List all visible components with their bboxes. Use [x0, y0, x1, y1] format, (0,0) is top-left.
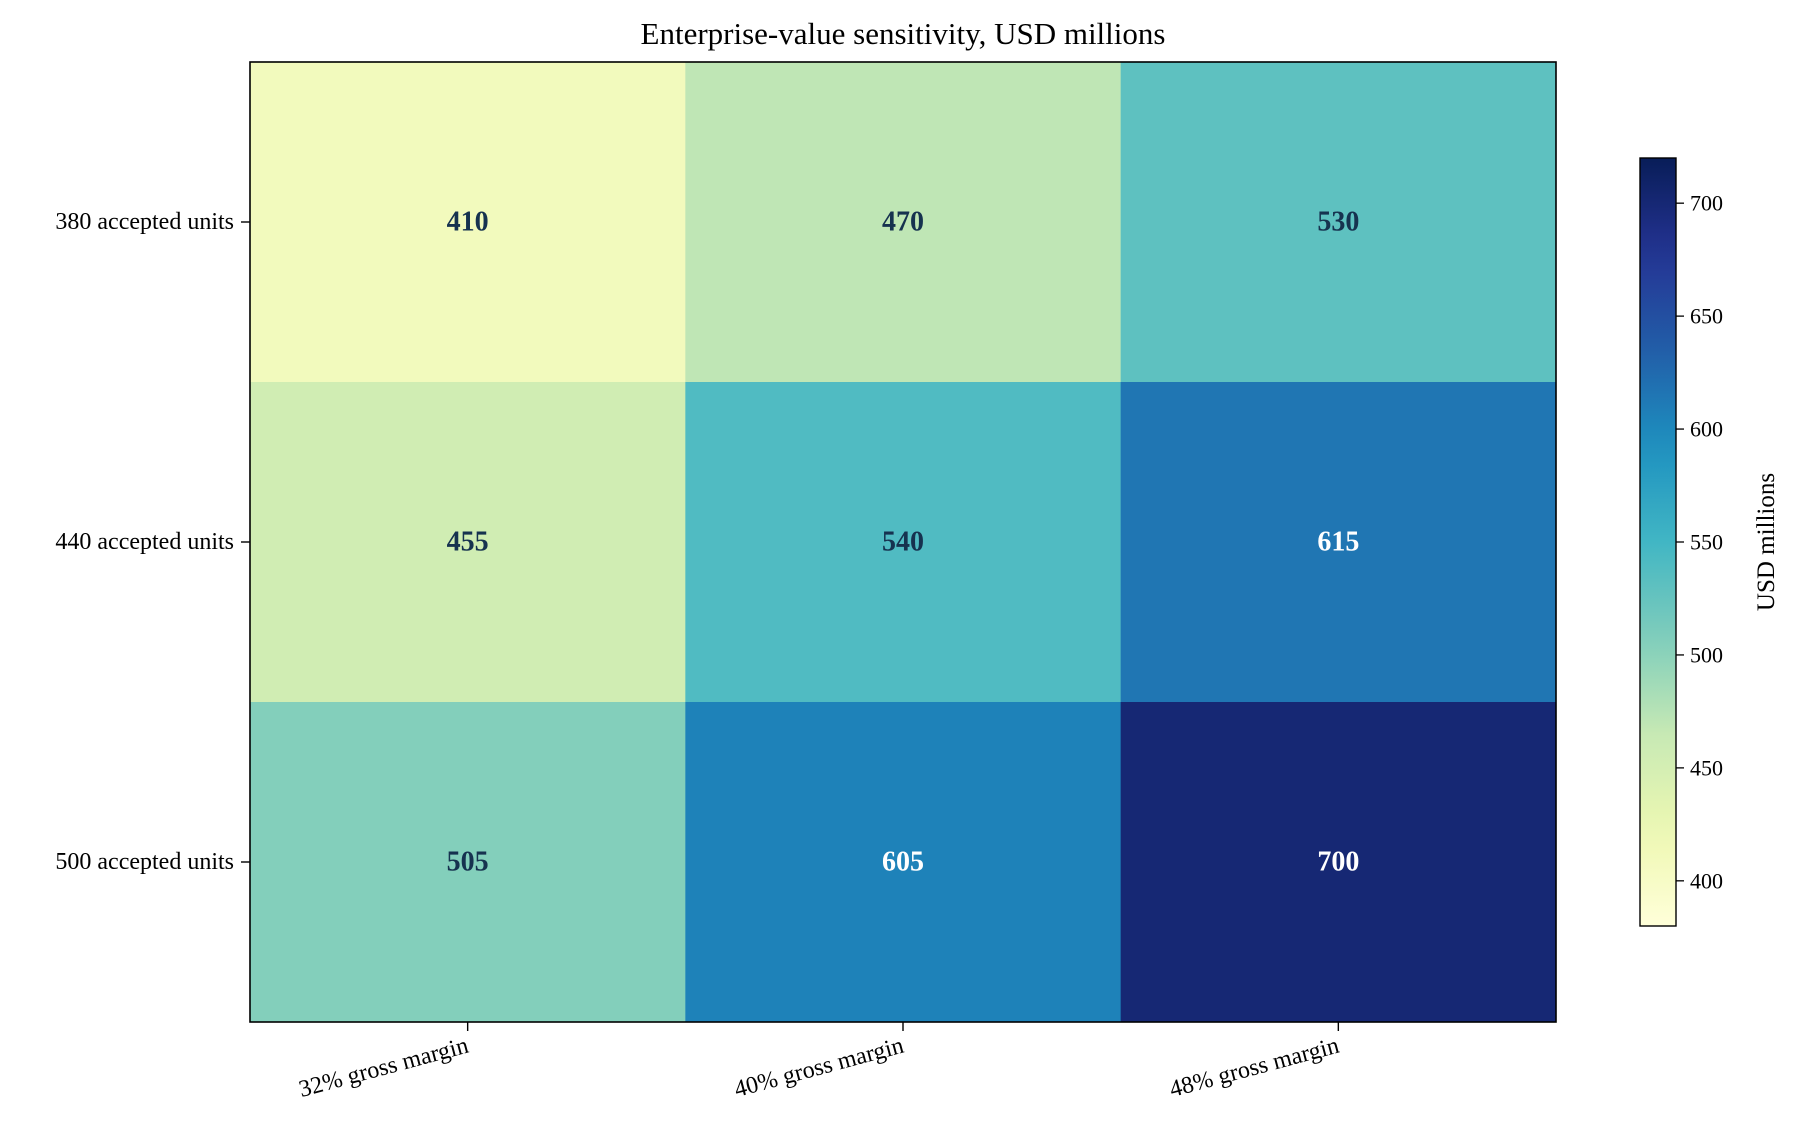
- x-tick-label: 40% gross margin: [732, 1033, 907, 1103]
- colorbar-tick-label: 500: [1690, 642, 1723, 667]
- chart-title: Enterprise-value sensitivity, USD millio…: [641, 16, 1166, 51]
- colorbar-label: USD millions: [1753, 473, 1780, 611]
- colorbar-tick-label: 400: [1690, 868, 1723, 893]
- colorbar-tick-label: 450: [1690, 755, 1723, 780]
- heatmap-cells: 410 470 530 455 540 615 505 605 700: [250, 62, 1557, 1023]
- y-tick-label: 380 accepted units: [55, 209, 234, 235]
- colorbar-tick-label: 700: [1690, 191, 1723, 216]
- cell-value-label: 700: [1317, 847, 1359, 878]
- colorbar-tick-label: 550: [1690, 530, 1723, 555]
- heatmap-cell: [250, 702, 686, 1023]
- cell-value-label: 410: [447, 207, 489, 238]
- y-axis: 380 accepted units 440 accepted units 500 …: [55, 209, 250, 875]
- colorbar-gradient: [1639, 157, 1677, 927]
- cell-value-label: 615: [1317, 527, 1359, 558]
- colorbar-tick-label: 650: [1690, 304, 1723, 329]
- x-axis: 32% gross margin 40% gross margin 48% gros…: [296, 1022, 1342, 1103]
- colorbar-tick-label: 600: [1690, 417, 1723, 442]
- y-tick-label: 440 accepted units: [55, 529, 234, 555]
- heatmap-cell: [685, 702, 1122, 1023]
- cell-value-label: 530: [1317, 207, 1359, 238]
- heatmap-cell: [1120, 702, 1557, 1023]
- colorbar: 400 450 500 550 600 650 700 USD millions: [1639, 157, 1780, 927]
- cell-value-label: 605: [882, 847, 924, 878]
- colorbar-ticks: 400 450 500 550 600 650 700: [1676, 191, 1723, 893]
- y-tick-label: 500 accepted units: [55, 849, 234, 875]
- cell-value-label: 540: [882, 527, 924, 558]
- cell-value-label: 455: [447, 527, 489, 558]
- heatmap-cell: [685, 62, 1122, 383]
- heatmap-cell: [1120, 382, 1557, 703]
- heatmap-cell: [250, 382, 686, 703]
- heatmap-cell: [1120, 62, 1557, 383]
- cell-value-label: 470: [882, 207, 924, 238]
- x-tick-label: 48% gross margin: [1167, 1033, 1342, 1103]
- heatmap-cell: [250, 62, 686, 383]
- x-tick-label: 32% gross margin: [296, 1033, 471, 1103]
- cell-value-label: 505: [447, 847, 489, 878]
- heatmap-cell: [685, 382, 1122, 703]
